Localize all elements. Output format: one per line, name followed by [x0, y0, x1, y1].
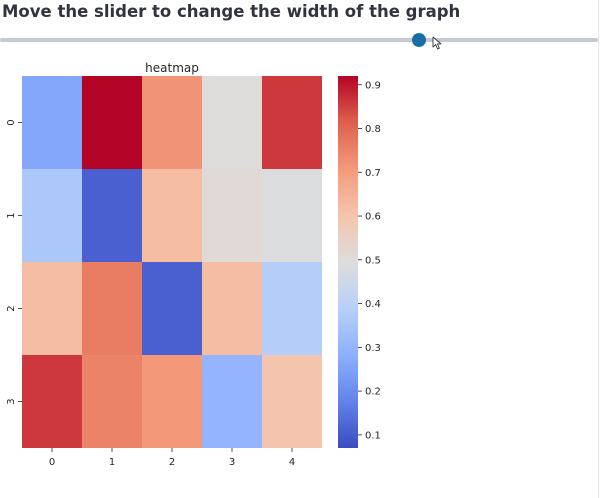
heatmap-cell — [142, 76, 202, 169]
width-slider[interactable] — [0, 30, 598, 50]
heatmap-cell — [142, 169, 202, 262]
colorbar-tick-label: 0.3 — [365, 343, 381, 354]
heatmap-cell — [82, 262, 142, 355]
heatmap-cell — [22, 76, 82, 169]
y-tick-label: 3 — [6, 398, 17, 404]
colorbar-tick-label: 0.1 — [365, 430, 381, 441]
colorbar-tick-label: 0.6 — [365, 212, 381, 223]
heatmap-cell — [202, 76, 262, 169]
heatmap-cell — [22, 355, 82, 448]
heatmap-cell — [82, 169, 142, 262]
heatmap-cell — [202, 355, 262, 448]
x-tick-label: 3 — [229, 457, 235, 468]
heatmap-cell — [22, 169, 82, 262]
chart-title: heatmap — [145, 61, 199, 75]
x-tick-label: 4 — [289, 457, 295, 468]
y-tick-label: 0 — [6, 119, 17, 125]
x-tick-label: 2 — [169, 457, 175, 468]
colorbar-tick-label: 0.8 — [365, 124, 381, 135]
heatmap-cell — [262, 76, 322, 169]
colorbar — [338, 76, 358, 448]
heatmap-cell — [262, 262, 322, 355]
heatmap-cell — [82, 355, 142, 448]
heatmap-cell — [262, 355, 322, 448]
heatmap-cell — [262, 169, 322, 262]
heatmap-cell — [202, 262, 262, 355]
slider-track[interactable] — [0, 38, 598, 42]
page-edge-divider — [598, 0, 599, 498]
x-tick-label: 1 — [109, 457, 115, 468]
heatmap-cell — [202, 169, 262, 262]
colorbar-tick-label: 0.2 — [365, 387, 381, 398]
colorbar-tick-label: 0.5 — [365, 255, 381, 266]
slider-thumb[interactable] — [411, 33, 426, 47]
heatmap-cell — [142, 262, 202, 355]
heatmap-cell — [82, 76, 142, 169]
y-tick-label: 2 — [6, 305, 17, 311]
heatmap-cell — [142, 355, 202, 448]
heatmap-cell — [22, 262, 82, 355]
mouse-pointer-icon — [432, 36, 442, 50]
y-tick-label: 1 — [6, 212, 17, 218]
colorbar-tick-label: 0.4 — [365, 299, 381, 310]
x-tick-label: 0 — [49, 457, 55, 468]
heatmap-chart: heatmap 0 1 2 3 4 0 1 2 3 0.1 0.2 0.3 0.4 0.5 0.6 0.7 0.8… — [6, 61, 381, 468]
page-title: Move the slider to change the width of t… — [2, 2, 461, 21]
colorbar-tick-label: 0.9 — [365, 80, 381, 91]
colorbar-tick-label: 0.7 — [365, 168, 381, 179]
